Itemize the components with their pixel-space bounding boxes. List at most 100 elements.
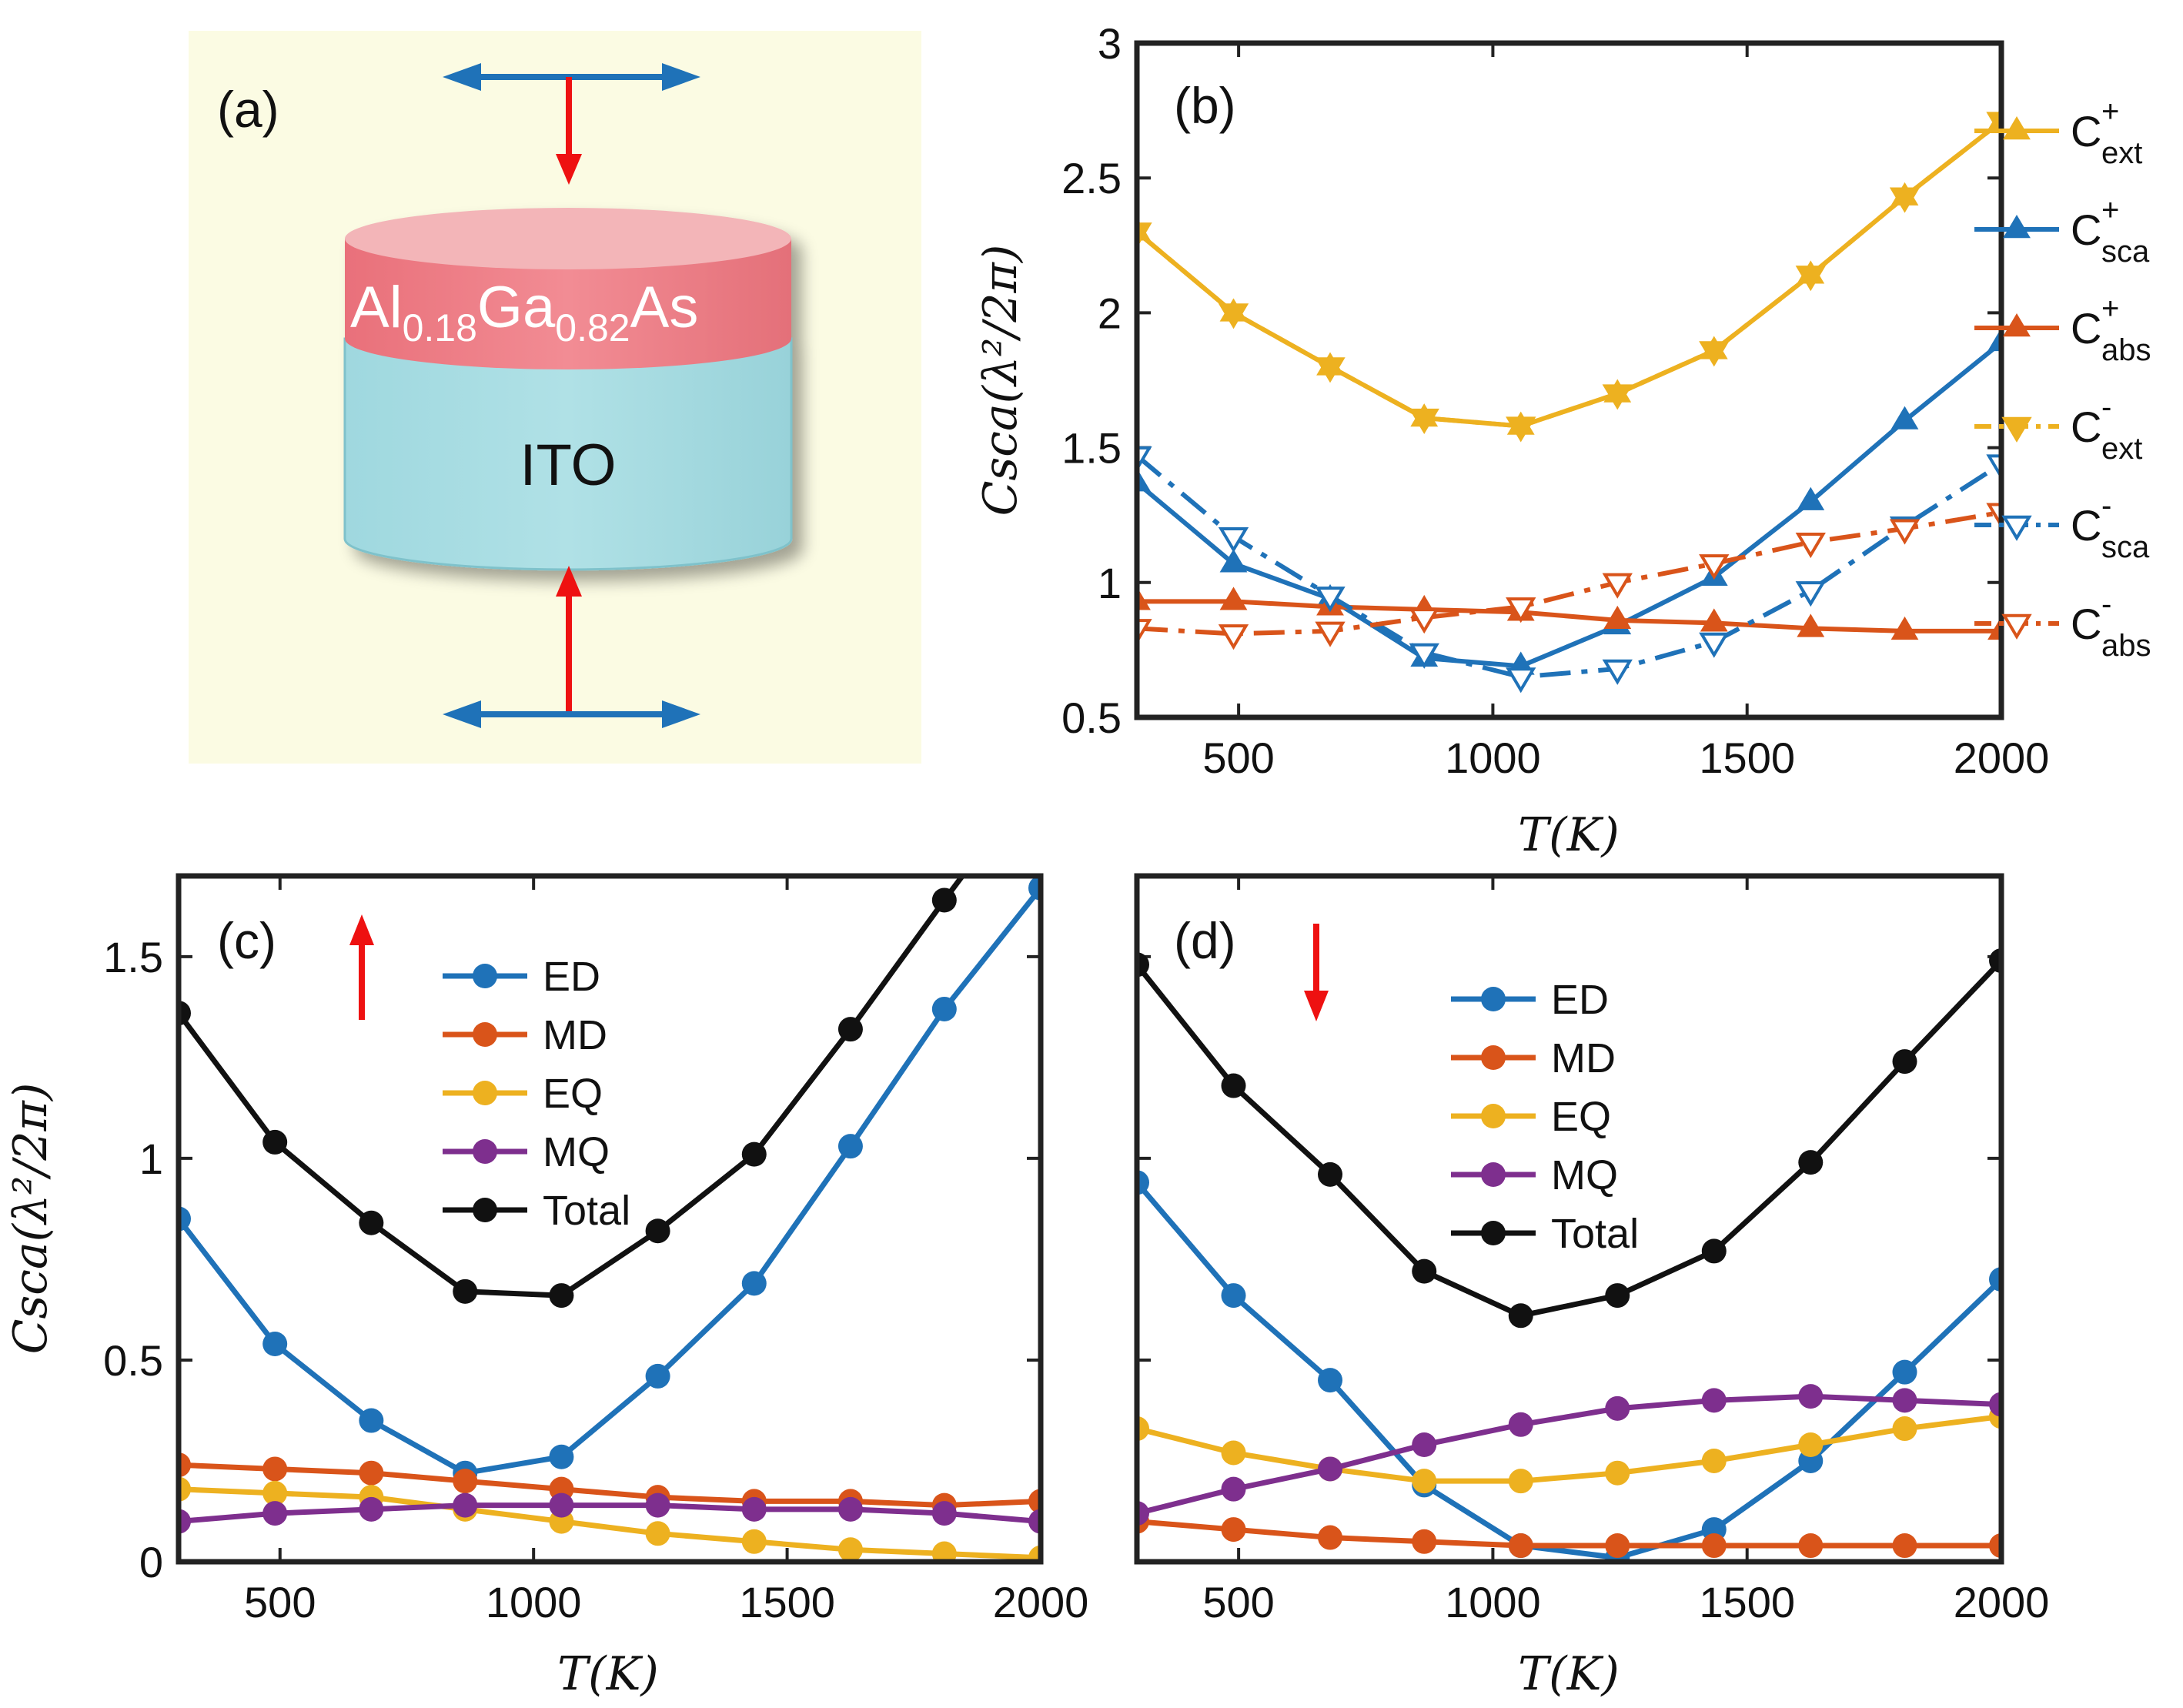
data-point <box>1028 1489 1041 1514</box>
series-line <box>1137 340 2001 669</box>
top-polarization-arrow <box>443 63 700 91</box>
legend-label: ED <box>543 954 600 1000</box>
data-point <box>1318 1456 1343 1482</box>
series-total <box>1137 948 2001 1329</box>
panel-d-label: (d) <box>1174 912 1236 969</box>
panel-b-ylabel: Csca(λ²/2π) <box>974 245 1028 516</box>
legend-marker <box>473 1198 497 1222</box>
data-point <box>1221 1283 1246 1309</box>
legend-item: MD <box>443 1012 607 1058</box>
data-point <box>1506 667 1536 694</box>
legend-item: C + ext <box>1974 95 2142 170</box>
data-point <box>1798 1150 1824 1175</box>
data-point <box>1701 1533 1727 1559</box>
legend-label-sup: + <box>2101 193 2119 227</box>
data-point <box>1798 1533 1824 1559</box>
legend-marker <box>1481 987 1506 1011</box>
data-point <box>1318 1368 1343 1393</box>
data-point <box>1989 1533 2001 1559</box>
legend-item: C + sca <box>1974 193 2150 269</box>
data-point <box>1137 1501 1149 1526</box>
series-line <box>179 1502 1041 1525</box>
data-point <box>1412 1529 1437 1554</box>
legend-item: C - ext <box>1974 390 2142 466</box>
legend-label-sub: sca <box>2101 530 2150 564</box>
data-point <box>1892 1416 1917 1442</box>
plot-area <box>179 876 1041 1562</box>
x-tick-label: 500 <box>1202 1578 1274 1626</box>
legend-item: C + abs <box>1974 292 2151 367</box>
panel-b-series <box>1137 106 2001 694</box>
data-point <box>1795 533 1826 559</box>
data-point <box>741 1496 767 1522</box>
data-point <box>1137 1170 1149 1195</box>
series-line <box>1137 1519 2001 1549</box>
data-point <box>1890 406 1919 430</box>
data-point <box>1028 1545 1041 1562</box>
legend-label: Total <box>543 1188 630 1234</box>
data-point <box>453 1278 478 1304</box>
data-point <box>1699 554 1730 580</box>
data-point <box>262 1456 288 1482</box>
data-point <box>1989 948 2001 974</box>
legend-label-sup: + <box>2101 95 2119 129</box>
data-point <box>1605 1395 1630 1421</box>
data-point <box>1508 1412 1533 1437</box>
data-point <box>1889 519 1921 545</box>
data-point <box>179 1509 191 1534</box>
legend-marker <box>473 964 497 988</box>
series-ed <box>179 876 1041 1486</box>
series-csca <box>1137 446 2001 694</box>
series-line <box>1137 958 2001 1319</box>
data-point <box>1137 619 1152 645</box>
data-point <box>1798 1432 1824 1458</box>
arrow-up-icon <box>349 914 374 1020</box>
legend-label-sup: - <box>2101 390 2111 424</box>
panel-b-label: (b) <box>1174 77 1236 134</box>
data-point <box>1315 621 1346 647</box>
x-tick-label: 1500 <box>1699 1578 1795 1626</box>
legend-marker <box>473 1139 497 1164</box>
legend-label: EQ <box>543 1071 603 1117</box>
series-mq <box>1137 1384 2001 1526</box>
legend-label-sup: - <box>2101 587 2111 621</box>
data-point <box>645 1521 670 1546</box>
data-point <box>931 1541 957 1562</box>
x-tick-label: 1500 <box>1699 734 1795 782</box>
data-point <box>1892 1533 1917 1559</box>
legend-label: MD <box>1551 1035 1616 1081</box>
data-point <box>1318 1525 1343 1550</box>
legend-label: Total <box>1551 1211 1639 1257</box>
series-line <box>1137 453 2001 680</box>
series-line <box>1137 119 2001 429</box>
data-point <box>1315 357 1346 383</box>
legend-label: C <box>2071 501 2101 550</box>
data-point <box>1409 608 1439 634</box>
legend-marker <box>1481 1104 1506 1128</box>
legend-marker <box>2001 515 2032 541</box>
legend-item: MQ <box>443 1129 610 1175</box>
legend-marker <box>473 1081 497 1105</box>
series-line <box>179 1486 1041 1561</box>
legend-label: C <box>2071 107 2101 155</box>
data-point <box>359 1210 384 1235</box>
legend-label-sup: + <box>2101 292 2119 326</box>
data-point <box>1987 616 2001 640</box>
panel-d-ticks: 500 1000 1500 2000 <box>1137 876 2049 1626</box>
data-point <box>1605 1460 1630 1486</box>
panel-b-ticks: 500 1000 1500 2000 0.5 1 1.5 2 2.5 3 <box>1061 19 2049 782</box>
data-point <box>837 1134 863 1159</box>
x-tick-label: 500 <box>244 1578 316 1626</box>
algaas-layer <box>345 239 791 369</box>
series-line <box>179 876 966 1299</box>
data-point <box>1218 624 1249 650</box>
data-point <box>1028 1509 1041 1534</box>
data-point <box>359 1408 384 1433</box>
ito-layer <box>343 337 793 571</box>
series-line <box>1137 1413 2001 1484</box>
data-point <box>645 1492 670 1518</box>
data-point <box>1699 341 1730 367</box>
series-csca <box>1137 327 2001 675</box>
data-point <box>359 1496 384 1522</box>
series-cext <box>1137 112 2001 443</box>
